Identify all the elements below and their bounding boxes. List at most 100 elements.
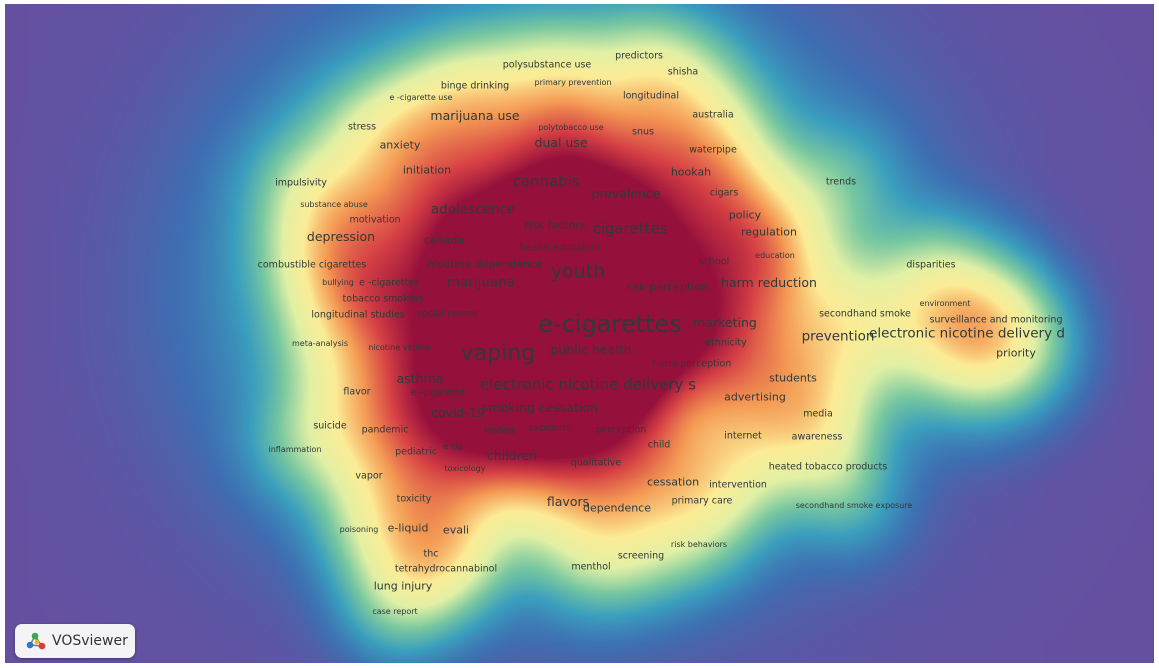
keyword-label[interactable]: suicide xyxy=(313,420,347,432)
keyword-label[interactable]: perception xyxy=(595,424,647,436)
keyword-label[interactable]: surveillance and monitoring xyxy=(929,314,1063,326)
keyword-label[interactable]: nicotine vaping xyxy=(368,343,430,352)
keyword-label[interactable]: students xyxy=(769,371,817,385)
keyword-label[interactable]: australia xyxy=(692,109,734,121)
keyword-label[interactable]: tobacco smoking xyxy=(342,293,424,305)
keyword-label[interactable]: marijuana use xyxy=(430,107,520,123)
keyword-label[interactable]: advertising xyxy=(724,390,786,404)
keyword-label[interactable]: tetrahydrocannabinol xyxy=(394,563,498,575)
keyword-label[interactable]: electronic nicotine delivery s xyxy=(480,375,696,394)
keyword-label[interactable]: flavors xyxy=(546,493,590,509)
keyword-label[interactable]: canada xyxy=(423,233,465,247)
keyword-label[interactable]: cigars xyxy=(709,187,739,199)
keyword-label[interactable]: children xyxy=(486,447,538,463)
keyword-label[interactable]: flavor xyxy=(343,386,371,398)
keyword-label[interactable]: combustible cigarettes xyxy=(257,259,367,271)
keyword-label[interactable]: lung injury xyxy=(373,579,433,593)
keyword-label[interactable]: e -cigarettes xyxy=(359,277,419,289)
keyword-label[interactable]: predictors xyxy=(615,50,663,62)
keyword-label[interactable]: e-liquid xyxy=(387,521,429,535)
keyword-label[interactable]: nicotine dependence xyxy=(427,257,543,271)
keyword-label[interactable]: disparities xyxy=(906,259,956,271)
keyword-label[interactable]: toxicity xyxy=(396,493,432,505)
keyword-label[interactable]: exposure xyxy=(528,422,572,434)
keyword-label[interactable]: secondhand smoke exposure xyxy=(795,501,913,510)
keyword-label[interactable]: hookah xyxy=(670,165,712,179)
keyword-label[interactable]: motivation xyxy=(349,214,401,226)
keyword-label[interactable]: secondhand smoke xyxy=(819,308,911,320)
keyword-label[interactable]: e-cig xyxy=(443,442,463,451)
keyword-label[interactable]: primary prevention xyxy=(534,78,612,87)
keyword-label[interactable]: public health xyxy=(550,341,632,357)
keyword-label[interactable]: meta-analysis xyxy=(291,339,349,348)
keyword-label[interactable]: media xyxy=(803,408,833,420)
keyword-label[interactable]: dependence xyxy=(582,501,652,515)
keyword-label[interactable]: shisha xyxy=(667,66,699,78)
keyword-label[interactable]: longitudinal xyxy=(622,90,680,102)
keyword-label[interactable]: youth xyxy=(550,260,606,283)
keyword-label[interactable]: child xyxy=(647,439,671,451)
keyword-label[interactable]: polysubstance use xyxy=(502,59,592,71)
keyword-label[interactable]: marijuana xyxy=(446,274,516,291)
keyword-label[interactable]: poisoning xyxy=(339,525,379,534)
keyword-label[interactable]: covid-19 xyxy=(431,404,485,420)
keyword-label[interactable]: smoking cessation xyxy=(481,399,599,415)
keyword-label[interactable]: impulsivity xyxy=(275,177,327,189)
keyword-label[interactable]: initiation xyxy=(402,163,452,177)
keyword-label[interactable]: intervention xyxy=(709,479,767,491)
keyword-label[interactable]: bullying xyxy=(322,278,354,287)
keyword-label[interactable]: adolescence xyxy=(430,201,516,218)
keyword-label[interactable]: depression xyxy=(306,228,376,244)
keyword-label[interactable]: inflammation xyxy=(268,445,322,454)
vosviewer-badge[interactable]: VOSviewer xyxy=(15,624,135,658)
keyword-label[interactable]: screening xyxy=(617,550,665,562)
keyword-label[interactable]: polytobacco use xyxy=(538,123,604,132)
keyword-label[interactable]: trends xyxy=(825,176,857,188)
keyword-label[interactable]: social norms xyxy=(417,308,477,320)
keyword-label[interactable]: binge drinking xyxy=(440,80,510,92)
keyword-label[interactable]: prevalence xyxy=(591,185,661,201)
keyword-label[interactable]: waterpipe xyxy=(689,144,737,156)
keyword-label[interactable]: prevention xyxy=(801,328,875,345)
keyword-label[interactable]: risk perception xyxy=(625,280,709,294)
keyword-label[interactable]: vapor xyxy=(355,470,383,482)
keyword-label[interactable]: marketing xyxy=(693,314,757,330)
keyword-label[interactable]: asthma xyxy=(396,370,444,386)
keyword-label[interactable]: ethnicity xyxy=(705,337,747,349)
keyword-label[interactable]: stress xyxy=(347,121,377,133)
keyword-label[interactable]: pediatric xyxy=(395,446,437,458)
keyword-label[interactable]: school xyxy=(698,256,730,268)
keyword-label[interactable]: dual use xyxy=(534,134,588,150)
keyword-label[interactable]: health education xyxy=(519,242,601,254)
density-map-view[interactable]: e-cigarettes vaping youth electronic nicoti… xyxy=(5,4,1154,663)
keyword-label[interactable]: review xyxy=(484,425,516,437)
keyword-label[interactable]: e-cigarettes xyxy=(538,310,682,338)
keyword-label[interactable]: policy xyxy=(728,208,762,222)
keyword-label[interactable]: e -cigarette use xyxy=(389,93,453,102)
keyword-label[interactable]: primary care xyxy=(671,495,733,507)
keyword-label[interactable]: cigarettes xyxy=(592,219,668,238)
keyword-label[interactable]: e -cigarette xyxy=(410,387,466,399)
keyword-label[interactable]: vaping xyxy=(460,341,536,366)
keyword-label[interactable]: substance abuse xyxy=(300,200,368,209)
keyword-label[interactable]: longitudinal studies xyxy=(311,309,405,321)
keyword-label[interactable]: cessation xyxy=(646,475,700,489)
keyword-label[interactable]: cannabis xyxy=(512,172,580,191)
keyword-label[interactable]: education xyxy=(755,251,795,260)
keyword-label[interactable]: priority xyxy=(996,346,1036,360)
keyword-label[interactable]: environment xyxy=(919,299,971,308)
keyword-label[interactable]: regulation xyxy=(741,225,797,239)
keyword-label[interactable]: qualitative xyxy=(570,457,622,469)
keyword-label[interactable]: toxicology xyxy=(444,464,486,473)
keyword-label[interactable]: heated tobacco products xyxy=(768,461,888,473)
keyword-label[interactable]: case report xyxy=(372,607,418,616)
keyword-label[interactable]: evali xyxy=(442,523,470,537)
keyword-label[interactable]: electronic nicotine delivery d xyxy=(869,325,1065,342)
keyword-label[interactable]: harm reduction xyxy=(721,274,817,290)
keyword-label[interactable]: harm perception xyxy=(652,358,732,370)
keyword-label[interactable]: awareness xyxy=(791,431,843,443)
keyword-label[interactable]: risk behaviors xyxy=(670,540,728,549)
keyword-label[interactable]: risk factors xyxy=(524,218,586,232)
keyword-label[interactable]: internet xyxy=(724,430,762,442)
keyword-label[interactable]: thc xyxy=(423,548,439,560)
